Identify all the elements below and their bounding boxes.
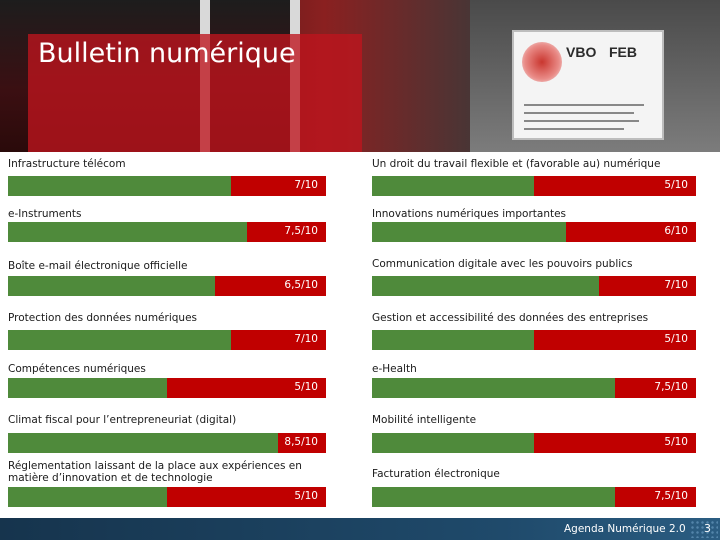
score-bar-gap xyxy=(167,487,326,507)
indicator-label: Climat fiscal pour l’entrepreneuriat (di… xyxy=(8,414,237,426)
score-bar-fill xyxy=(372,487,615,507)
sign-feb-text: FEB xyxy=(609,44,637,60)
page-number: 3 xyxy=(704,522,711,535)
score-bar-gap xyxy=(231,330,326,350)
title-panel xyxy=(28,34,362,152)
score-bar-fill xyxy=(8,378,167,398)
score-bar-gap xyxy=(247,222,326,242)
score-bar-fill xyxy=(8,330,231,350)
score-bar: 5/10 xyxy=(372,330,696,350)
score-bar: 5/10 xyxy=(8,378,326,398)
score-value: 5/10 xyxy=(294,490,318,502)
sign-vbo-text: VBO xyxy=(566,44,597,60)
header-photo: VBO FEB xyxy=(0,0,720,152)
score-bar-fill xyxy=(372,433,534,453)
score-bar-gap xyxy=(599,276,696,296)
indicator-label: e-Health xyxy=(372,363,417,375)
indicator-label: Compétences numériques xyxy=(8,363,146,375)
vbo-feb-sign: VBO FEB xyxy=(512,30,664,140)
score-bar: 5/10 xyxy=(372,176,696,196)
indicator-label: Protection des données numériques xyxy=(8,312,197,324)
score-value: 5/10 xyxy=(294,381,318,393)
dot-pattern-icon xyxy=(690,520,718,538)
score-bar: 6,5/10 xyxy=(8,276,326,296)
score-value: 7/10 xyxy=(294,179,318,191)
score-bar: 7/10 xyxy=(372,276,696,296)
indicator-label: Boîte e-mail électronique officielle xyxy=(8,260,188,272)
score-bar: 7,5/10 xyxy=(372,378,696,398)
indicator-label: Communication digitale avec les pouvoirs… xyxy=(372,258,633,270)
score-bar: 7,5/10 xyxy=(372,487,696,507)
sign-text-line xyxy=(524,120,639,122)
indicator-label: Réglementation laissant de la place aux … xyxy=(8,460,302,484)
vbo-feb-logo-icon xyxy=(522,42,562,82)
score-value: 6/10 xyxy=(664,225,688,237)
score-bar-fill xyxy=(372,378,615,398)
sign-text-line xyxy=(524,128,624,130)
score-bar-gap xyxy=(534,433,696,453)
score-bar-fill xyxy=(372,330,534,350)
score-value: 5/10 xyxy=(664,436,688,448)
score-bar: 7,5/10 xyxy=(8,222,326,242)
score-bar-gap xyxy=(615,378,696,398)
sign-text-line xyxy=(524,104,644,106)
score-value: 7/10 xyxy=(294,333,318,345)
indicator-label: Mobilité intelligente xyxy=(372,414,477,426)
score-bar: 5/10 xyxy=(8,487,326,507)
score-bar-fill xyxy=(372,276,599,296)
score-bar-gap xyxy=(278,433,326,453)
score-value: 5/10 xyxy=(664,333,688,345)
score-bar-gap xyxy=(615,487,696,507)
score-value: 7,5/10 xyxy=(284,225,318,237)
score-bar-fill xyxy=(372,176,534,196)
score-value: 8,5/10 xyxy=(284,436,318,448)
indicator-label: Un droit du travail flexible et (favorab… xyxy=(372,158,661,170)
score-bar-gap xyxy=(566,222,696,242)
score-bar: 6/10 xyxy=(372,222,696,242)
indicator-label: Facturation électronique xyxy=(372,468,500,480)
score-bar-fill xyxy=(372,222,566,242)
page-title: Bulletin numérique xyxy=(38,38,296,69)
indicator-label: e-Instruments xyxy=(8,208,82,220)
indicator-label: Innovations numériques importantes xyxy=(372,208,567,220)
score-bar-fill xyxy=(8,222,247,242)
score-bar-gap xyxy=(534,176,696,196)
score-bar-fill xyxy=(8,487,167,507)
score-bar-fill xyxy=(8,433,278,453)
score-value: 7,5/10 xyxy=(654,381,688,393)
score-bar-fill xyxy=(8,176,231,196)
footer-title: Agenda Numérique 2.0 xyxy=(564,523,686,535)
score-bar: 7/10 xyxy=(8,330,326,350)
score-bar-gap xyxy=(231,176,326,196)
score-bar-gap xyxy=(215,276,326,296)
score-value: 7/10 xyxy=(664,279,688,291)
score-bar-gap xyxy=(167,378,326,398)
score-value: 5/10 xyxy=(664,179,688,191)
score-bar: 8,5/10 xyxy=(8,433,326,453)
indicator-label: Gestion et accessibilité des données des… xyxy=(372,312,649,324)
score-value: 7,5/10 xyxy=(654,490,688,502)
score-bar: 7/10 xyxy=(8,176,326,196)
score-bar-fill xyxy=(8,276,215,296)
score-bar: 5/10 xyxy=(372,433,696,453)
score-bar-gap xyxy=(534,330,696,350)
sign-text-line xyxy=(524,112,634,114)
score-value: 6,5/10 xyxy=(284,279,318,291)
footer-bar: Agenda Numérique 2.0 3 xyxy=(0,518,720,540)
indicator-label: Infrastructure télécom xyxy=(8,158,126,170)
